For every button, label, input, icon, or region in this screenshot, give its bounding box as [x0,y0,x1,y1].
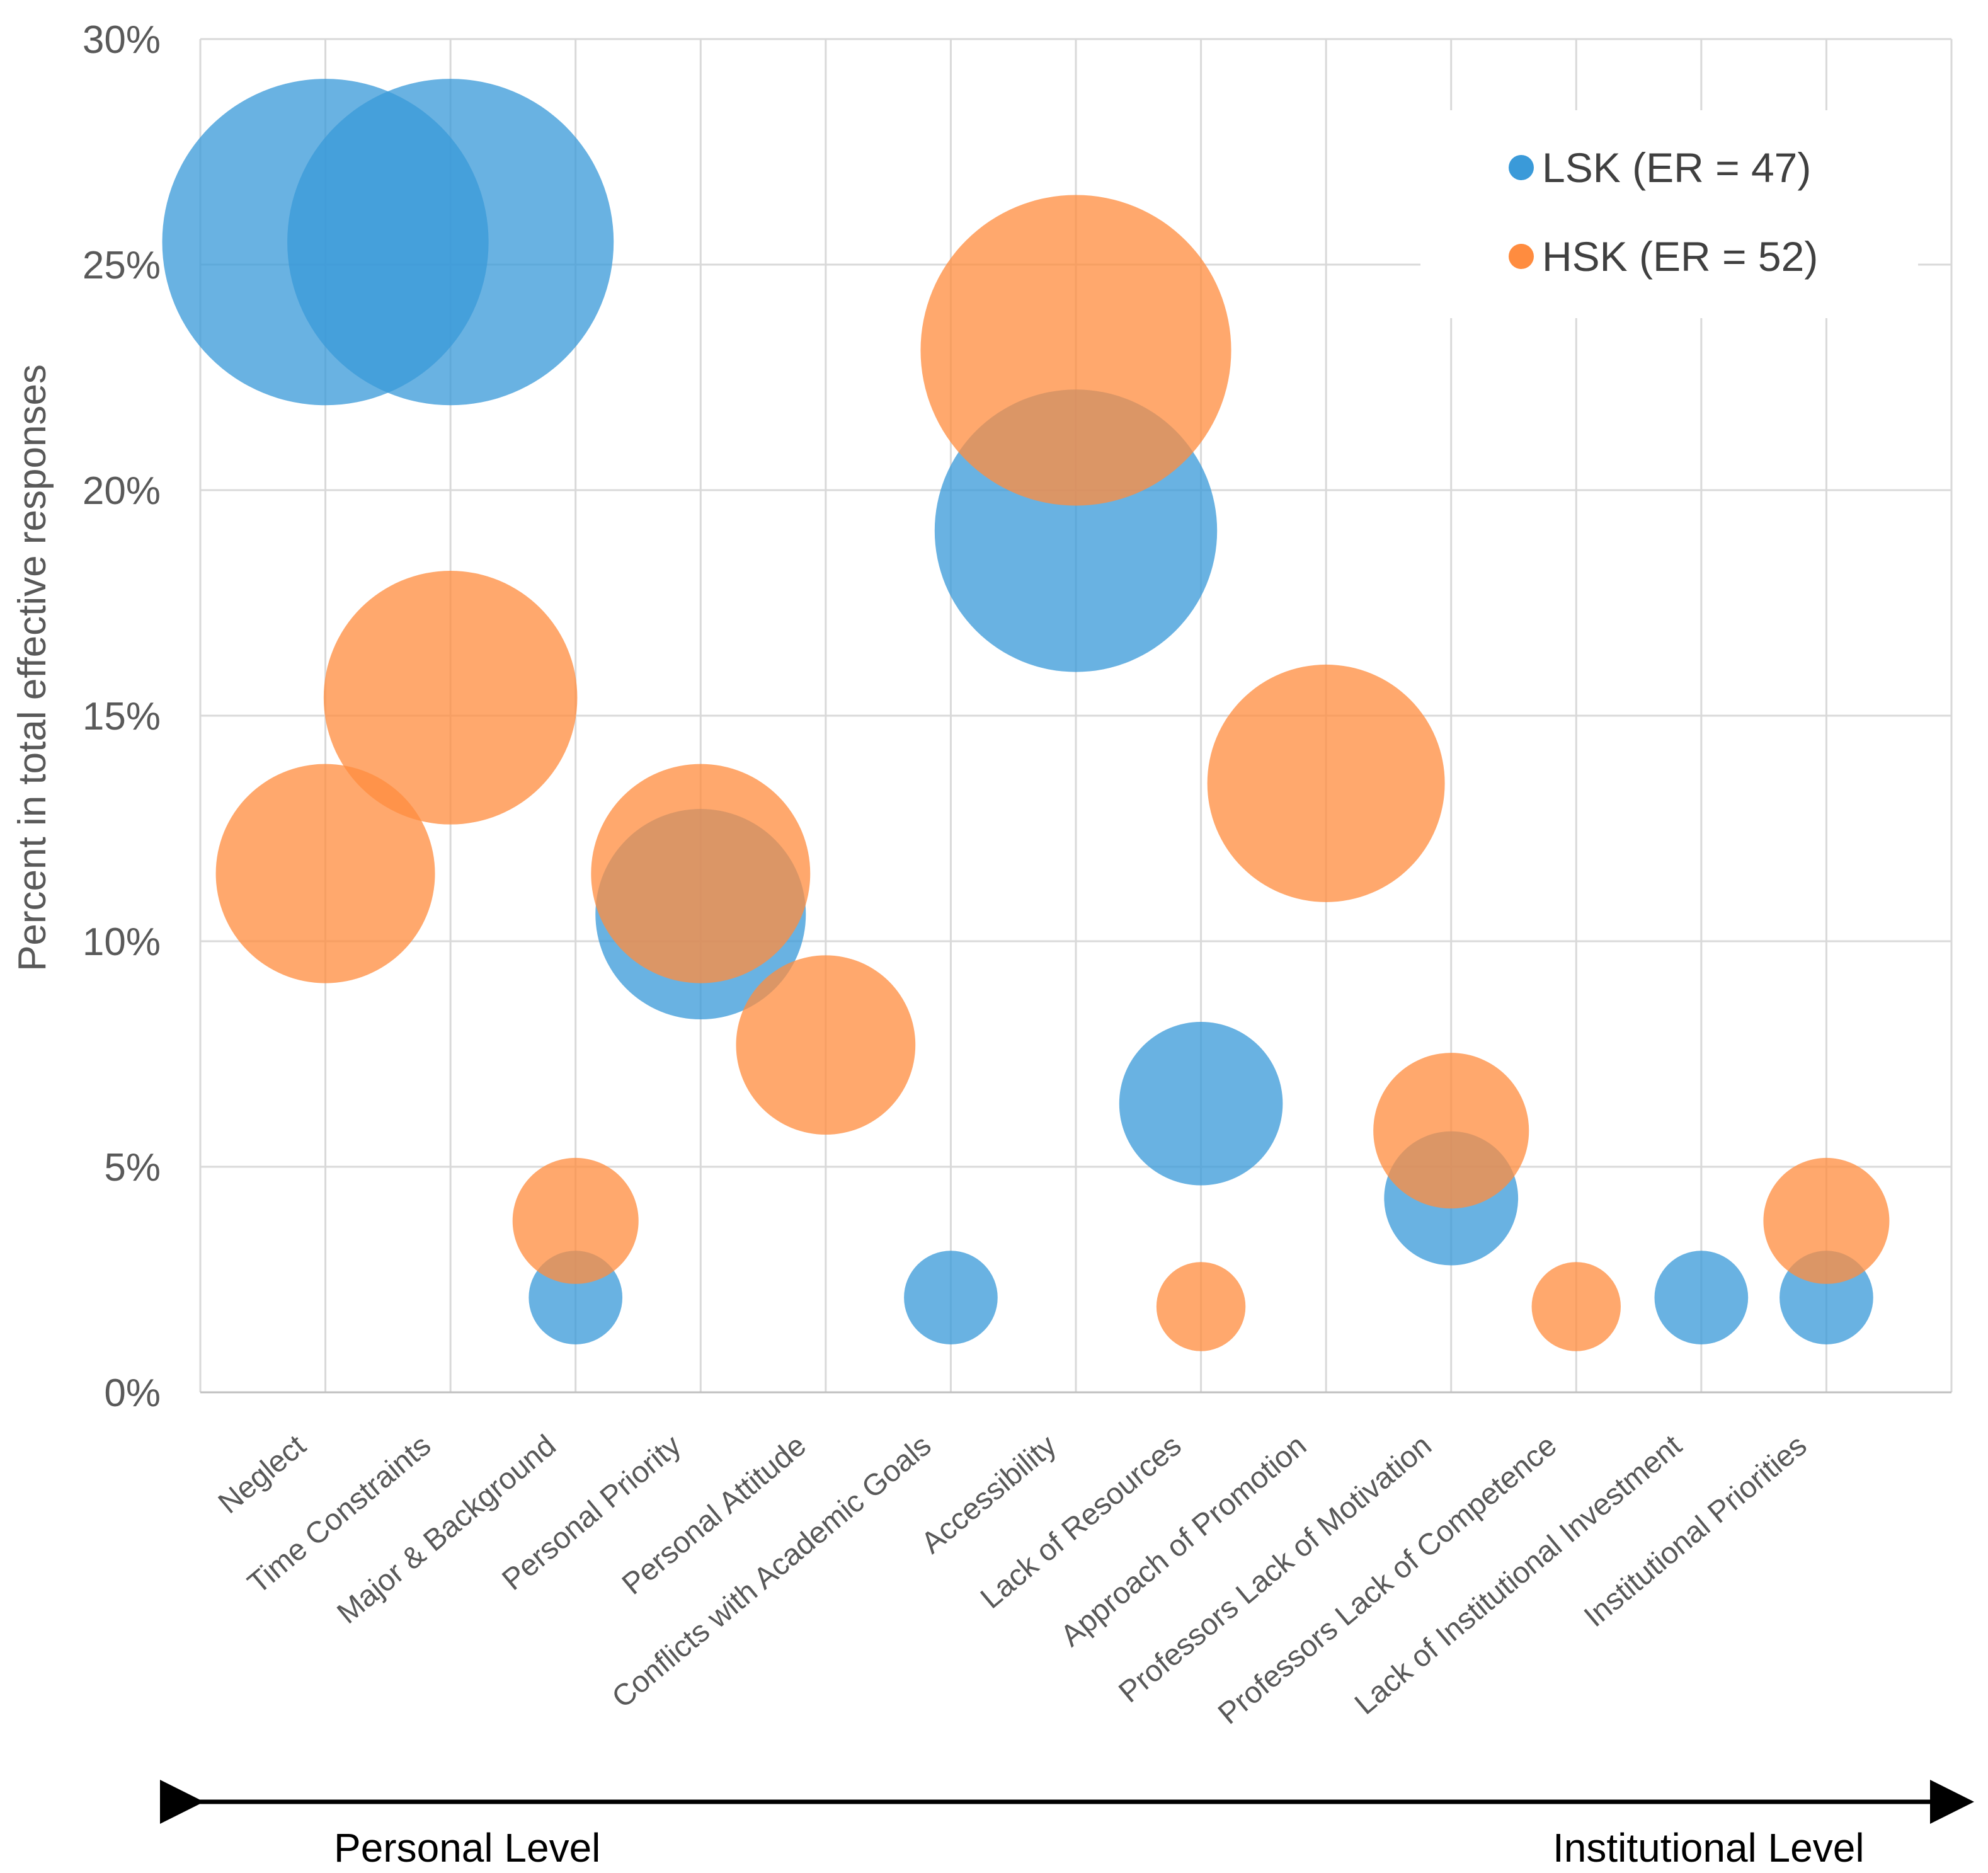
legend-label-hsk: HSK (ER = 52) [1542,233,1818,280]
institutional-level-label: Institutional Level [1553,1825,1865,1870]
y-axis-title: Percent in total effective responses [11,364,54,971]
personal-level-label: Personal Level [334,1825,600,1870]
bubble-lsk [1119,1021,1283,1186]
bubble-hsk [1373,1053,1529,1209]
x-category-label: Major & Background [331,1429,563,1630]
bubble-hsk [215,764,435,983]
legend-marker-hsk [1509,244,1534,269]
y-tick-label: 0% [104,1372,161,1415]
bubble-hsk [512,1157,639,1284]
bubble-hsk [591,764,811,983]
bubble-lsk [1654,1251,1749,1344]
y-tick-label: 5% [104,1146,161,1189]
y-tick-label: 15% [83,695,161,738]
bubble-hsk [323,571,578,825]
y-tick-label: 20% [83,469,161,513]
bubble-lsk [904,1251,998,1344]
bubble-hsk [1531,1262,1621,1351]
bubbles [162,79,1890,1351]
y-axis-ticks: 0% 5% 10% 15% 20% 25% 30% [83,18,161,1415]
bubble-hsk [1156,1262,1246,1351]
legend: LSK (ER = 47) HSK (ER = 52) [1420,110,1918,318]
y-tick-label: 30% [83,18,161,62]
x-category-label: Neglect [212,1429,312,1520]
y-tick-label: 25% [83,244,161,287]
bubble-hsk [920,195,1231,506]
legend-marker-lsk [1509,155,1534,180]
x-category-label: Lack of Resources [974,1429,1188,1615]
x-category-label: Institutional Priorities [1578,1429,1813,1634]
bubble-hsk [736,955,916,1135]
bubble-lsk [287,79,614,406]
legend-label-lsk: LSK (ER = 47) [1542,144,1811,191]
bubble-hsk [1763,1157,1890,1284]
bubble-hsk [1207,664,1445,902]
x-category-label: Approach of Promotion [1054,1429,1313,1653]
y-tick-label: 10% [83,920,161,964]
legend-background [1420,110,1918,318]
